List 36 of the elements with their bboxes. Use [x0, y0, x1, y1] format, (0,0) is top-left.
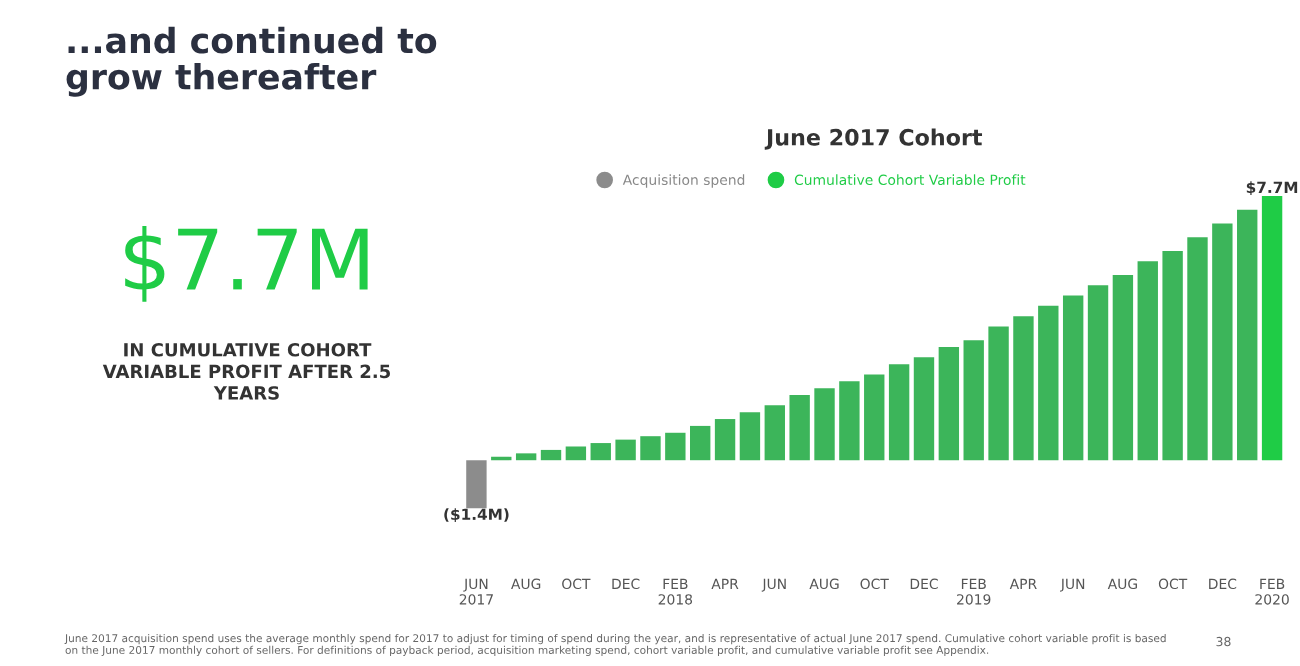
bar — [515, 453, 537, 461]
bar — [466, 460, 487, 509]
chart-title: June 2017 Cohort — [764, 128, 983, 150]
text: IN CUMULATIVE COHORT VARIABLE PROFIT AFTER 2.5 YEARS — [102, 342, 390, 400]
bar — [1087, 285, 1109, 461]
bar — [565, 446, 587, 461]
bar — [864, 374, 885, 461]
bar — [913, 357, 935, 461]
bar — [963, 340, 984, 461]
bar — [640, 436, 661, 461]
bar — [1137, 261, 1158, 461]
bar — [764, 405, 785, 461]
bar — [1013, 316, 1034, 461]
bar — [888, 364, 910, 461]
bar — [714, 419, 736, 461]
bar — [1187, 237, 1208, 461]
bar — [1038, 305, 1059, 461]
bar — [789, 395, 810, 461]
bar — [1261, 196, 1283, 461]
bar — [988, 326, 1009, 461]
bar — [540, 449, 562, 461]
bar — [1112, 274, 1134, 461]
text: $7.7M — [125, 226, 368, 302]
bar — [665, 432, 686, 461]
text: ...and continued to grow thereafter — [66, 26, 437, 97]
bar — [938, 347, 960, 461]
bar — [1237, 209, 1258, 461]
bar — [615, 439, 636, 461]
bar — [690, 425, 711, 461]
bar — [814, 388, 835, 461]
bar — [739, 412, 761, 461]
bar — [1162, 250, 1183, 461]
bar — [839, 381, 860, 461]
bar — [1212, 223, 1233, 461]
bar — [590, 443, 611, 461]
bar — [1062, 295, 1084, 461]
